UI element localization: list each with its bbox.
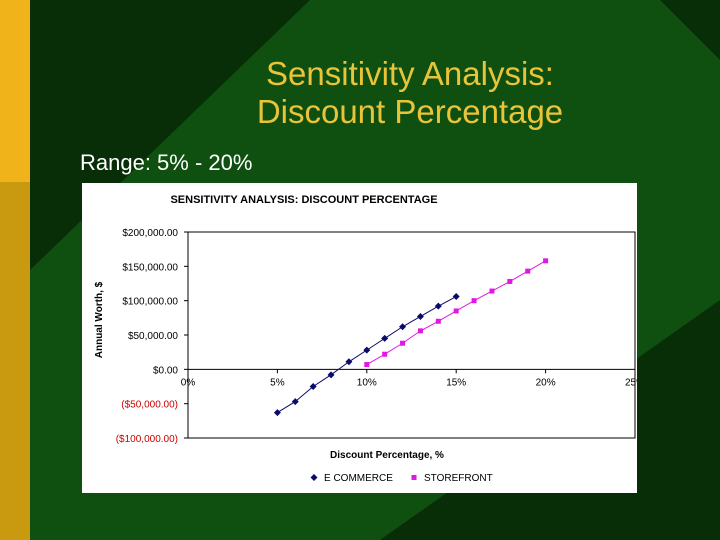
legend-marker-storefront: [411, 475, 417, 480]
y-tick-label: $0.00: [153, 365, 178, 376]
accent-bar-top: [0, 0, 30, 182]
data-point-ecommerce: [434, 302, 442, 310]
data-point-storefront: [507, 278, 513, 284]
data-point-storefront: [489, 288, 495, 294]
x-axis-label: Discount Percentage, %: [330, 450, 444, 461]
scatter-chart: SENSITIVITY ANALYSIS: DISCOUNT PERCENTAG…: [94, 194, 637, 484]
data-point-ecommerce: [416, 312, 424, 320]
data-point-ecommerce: [327, 371, 335, 379]
data-point-storefront: [543, 258, 549, 264]
chart-title: SENSITIVITY ANALYSIS: DISCOUNT PERCENTAG…: [170, 194, 437, 206]
data-point-storefront: [364, 362, 370, 368]
x-tick-label: 25%: [625, 377, 637, 388]
legend-label-2: STOREFRONT: [424, 473, 493, 484]
data-point-ecommerce: [309, 383, 317, 390]
data-point-storefront: [435, 318, 441, 324]
data-point-storefront: [417, 328, 423, 334]
plot-area-border: [187, 231, 636, 439]
y-tick-label: $100,000.00: [122, 297, 178, 308]
data-point-ecommerce: [363, 346, 371, 354]
y-tick-label: ($50,000.00): [121, 400, 178, 411]
y-axis-label: Annual Worth, $: [94, 281, 105, 358]
y-tick-label: $50,000.00: [128, 331, 178, 342]
x-tick-label: 15%: [446, 377, 466, 388]
data-point-ecommerce: [273, 409, 281, 417]
y-tick-label: $150,000.00: [122, 262, 178, 273]
x-tick-label: 5%: [270, 377, 285, 388]
range-text: Range: 5% - 20%: [80, 150, 253, 175]
data-point-ecommerce: [452, 293, 460, 301]
data-point-ecommerce: [291, 398, 299, 406]
data-point-storefront: [400, 340, 406, 346]
accent-bar-bottom: [0, 182, 30, 540]
chart-panel: SENSITIVITY ANALYSIS: DISCOUNT PERCENTAG…: [82, 183, 637, 493]
series-line-1: [277, 296, 457, 414]
x-tick-label: 10%: [357, 377, 377, 388]
data-point-ecommerce: [399, 323, 407, 331]
x-tick-label: 0%: [181, 377, 196, 388]
y-tick-label: ($100,000.00): [116, 434, 178, 445]
slide-title-line2: Discount Percentage: [256, 93, 564, 130]
slide-title: Sensitivity Analysis: Discount Percentag…: [150, 55, 670, 131]
data-point-storefront: [453, 308, 459, 314]
legend-marker-ecommerce: [310, 474, 318, 481]
data-point-ecommerce: [381, 334, 389, 342]
data-point-ecommerce: [345, 358, 353, 366]
legend-label-1: E COMMERCE: [324, 473, 393, 484]
slide-title-line1: Sensitivity Analysis:: [266, 55, 554, 92]
dark-corner-top-right: [660, 0, 720, 60]
data-point-storefront: [471, 298, 477, 304]
x-tick-label: 20%: [536, 377, 556, 388]
y-tick-label: $200,000.00: [122, 228, 178, 239]
data-point-storefront: [382, 351, 388, 357]
data-point-storefront: [525, 268, 531, 274]
